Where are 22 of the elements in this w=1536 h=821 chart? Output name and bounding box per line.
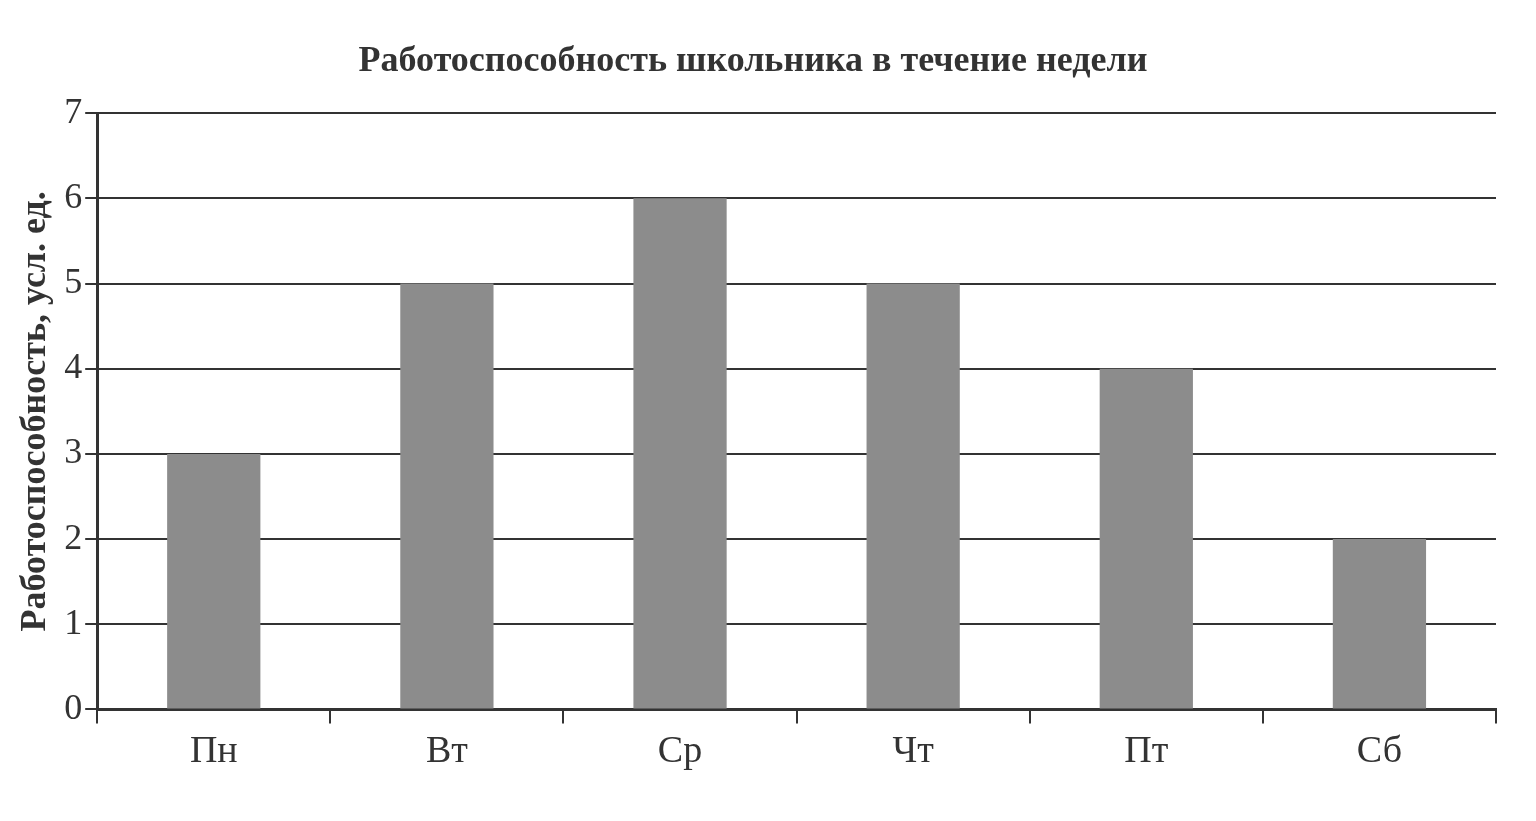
bar: [866, 283, 960, 709]
y-tick-label: 4: [64, 346, 83, 387]
bar: [633, 198, 727, 709]
y-tick-label: 1: [64, 601, 83, 642]
x-tick-label: Пт: [1124, 728, 1169, 771]
x-tick-label: Ср: [657, 728, 703, 771]
y-tick-label: 5: [64, 261, 83, 301]
bar: [1332, 539, 1427, 709]
bar: [167, 453, 261, 709]
y-tick-label: 3: [64, 431, 83, 472]
x-tick-label: Чт: [892, 728, 935, 771]
y-tick-label: 2: [64, 516, 83, 557]
y-tick-label: 0: [64, 686, 83, 727]
x-tick-label: Вт: [425, 728, 469, 771]
x-tick-label: Пн: [189, 728, 238, 771]
chart-title: Работоспособность школьника в течение недели: [358, 38, 1148, 79]
x-tick-label: Сб: [1356, 728, 1403, 771]
bar: [1099, 368, 1193, 709]
bar: [400, 283, 494, 709]
y-axis-title: Работоспособность, усл. ед.: [12, 191, 53, 632]
y-tick-label: 6: [64, 175, 83, 216]
y-tick-label: 7: [64, 90, 83, 131]
